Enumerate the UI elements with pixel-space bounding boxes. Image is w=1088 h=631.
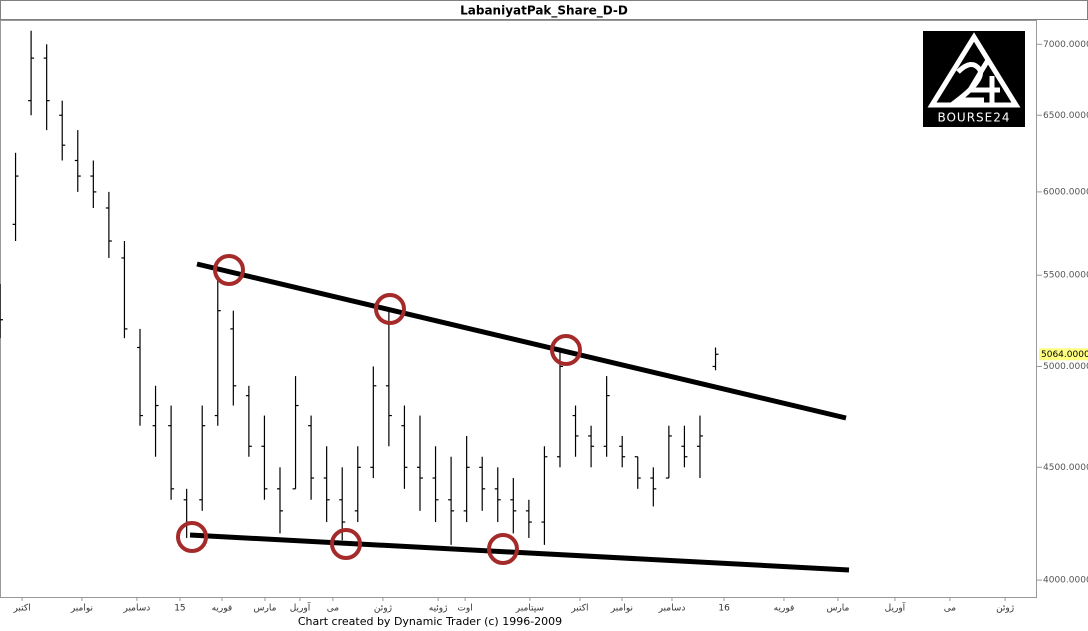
x-tick-label: دسامبر — [122, 604, 150, 614]
y-tick-label: 6000.0000 — [1043, 187, 1088, 197]
logo: BOURSE24 — [923, 31, 1025, 127]
logo-text: BOURSE24 — [937, 111, 1010, 125]
logo-mark — [950, 58, 1000, 104]
x-tick-label: اوت — [457, 604, 472, 614]
x-tick-label: اکتبر — [570, 604, 588, 614]
touch-circle — [176, 521, 208, 553]
x-tick-label: مارس — [254, 604, 277, 614]
chart-title: LabaniyatPak_Share_D-D — [460, 4, 628, 19]
y-tick-label: 6500.0000 — [1043, 111, 1088, 121]
footer: Chart created by Dynamic Trader (c) 1996… — [298, 615, 562, 628]
y-tick-label: 4000.0000 — [1043, 576, 1088, 586]
support-line — [189, 532, 850, 573]
trendlines — [176, 254, 850, 573]
touch-circle — [213, 254, 245, 286]
x-tick-label: ژوئن — [374, 604, 392, 614]
y-tick-label: 7000.0000 — [1043, 40, 1088, 50]
x-tick-label: می — [327, 604, 340, 614]
touch-circle — [330, 528, 362, 560]
x-tick-label: آوریل — [290, 602, 311, 614]
last-price-label: 5064.0000 — [1041, 350, 1088, 360]
x-tick-label: می — [944, 604, 957, 614]
x-tick-label: ژوئن — [996, 604, 1014, 614]
y-tick-label: 5000.0000 — [1043, 362, 1088, 372]
touch-circle — [487, 533, 519, 565]
last-price-box — [1039, 348, 1088, 361]
touch-circle — [374, 293, 406, 325]
resistance-line — [196, 261, 847, 421]
x-tick-label: نوامبر — [70, 604, 93, 614]
x-tick-label: آوریل — [885, 602, 906, 614]
x-tick-label: ژوئیه — [429, 604, 448, 614]
x-tick-label: نوامبر — [610, 604, 633, 614]
x-tick-label: فوریه — [212, 604, 233, 614]
y-tick-label: 4500.0000 — [1043, 463, 1088, 473]
x-tick-label: مارس — [826, 604, 849, 614]
touch-circle — [550, 334, 582, 366]
x-tick-label: اکتبر — [12, 604, 30, 614]
x-tick-label: 16 — [718, 604, 730, 614]
x-tick-label: سپتامبر — [515, 604, 544, 614]
x-tick-label: دسامبر — [658, 604, 686, 614]
x-tick-label: 15 — [174, 604, 185, 614]
plot-area — [0, 30, 719, 545]
logo-triangle — [927, 32, 1021, 108]
x-tick-label: فوریه — [774, 604, 795, 614]
y-tick-label: 5500.0000 — [1043, 271, 1088, 281]
